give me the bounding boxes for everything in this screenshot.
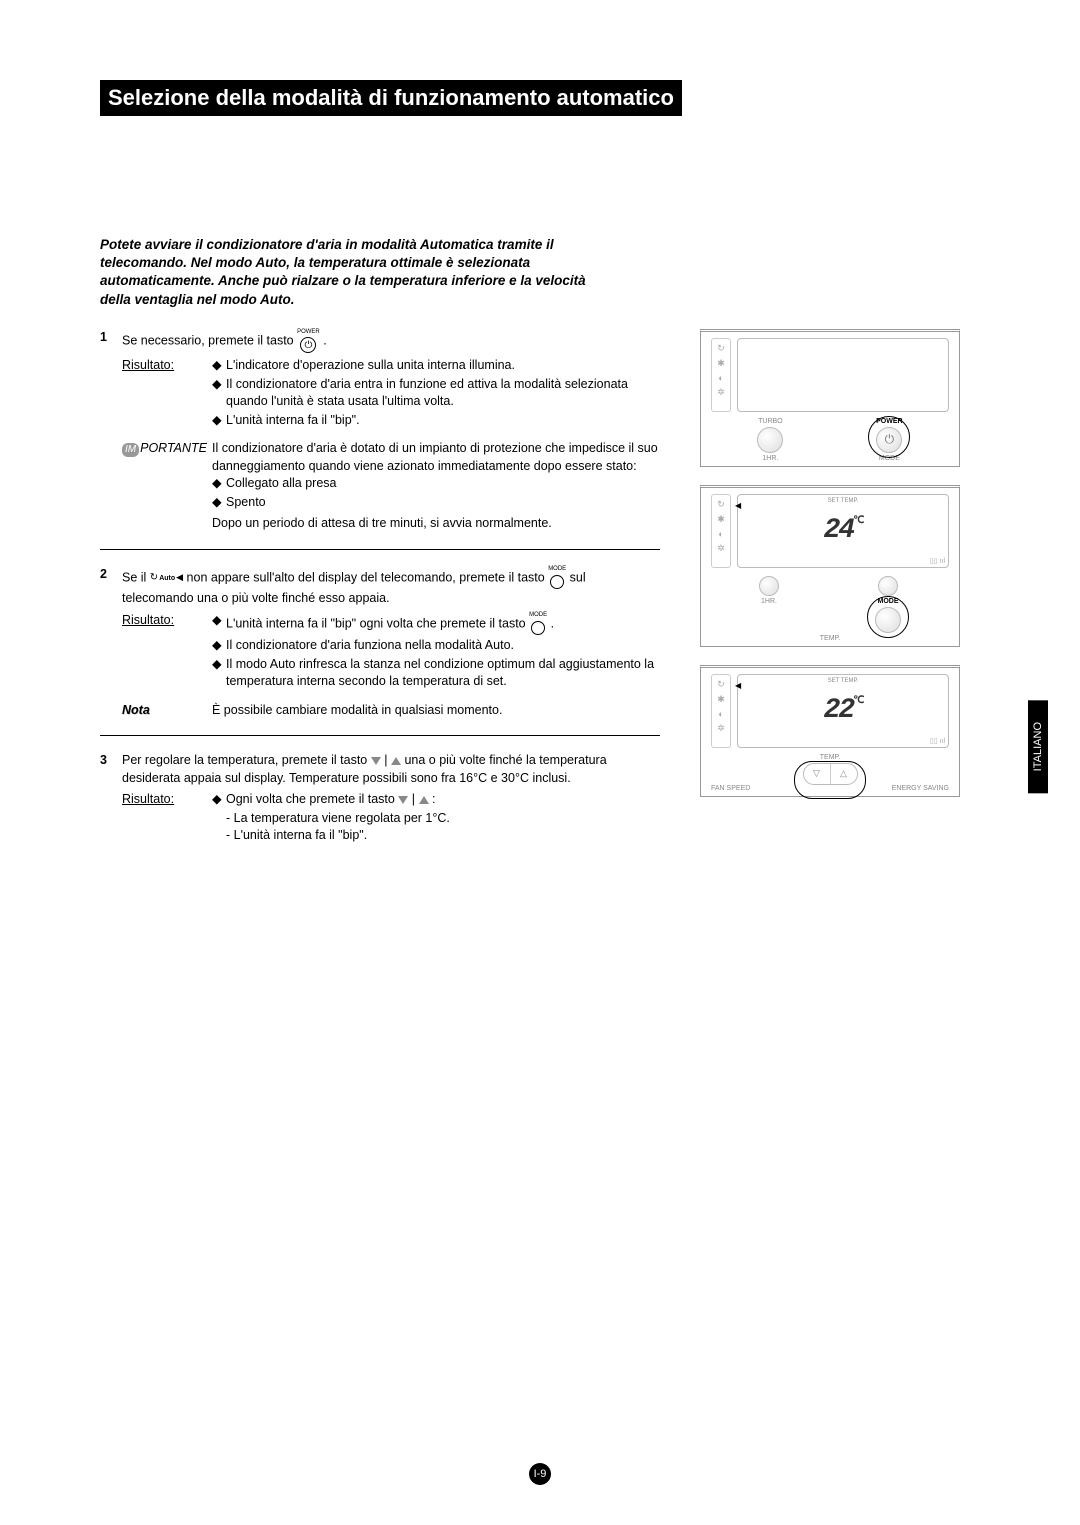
separator	[100, 735, 660, 736]
remote-button	[878, 576, 898, 596]
step-2-text-a: Se il	[122, 570, 150, 584]
down-triangle-icon	[371, 757, 381, 765]
temp-value: 24	[824, 515, 854, 546]
remote-figure-1: ↻ ✱ ◐ ✲ TURBO 1HR. POWER ⏻	[700, 329, 960, 467]
separator	[100, 549, 660, 550]
step-2-text-b: non appare sull'alto del display del tel…	[187, 570, 549, 584]
energy-saving-label: ENERGY SAVING	[892, 785, 949, 792]
lcd-display: ◀ SET TEMP. 24℃ ▯▯ ııl	[737, 494, 949, 568]
s1-result-2: Il condizionatore d'aria entra in funzio…	[226, 376, 660, 411]
up-triangle-icon	[419, 796, 429, 804]
risultato-label: Risultato:	[122, 612, 212, 692]
mode-strip: ↻ ✱ ◐ ✲	[711, 338, 731, 412]
imp-item-2: Spento	[226, 494, 266, 512]
mode-icon: MODE	[548, 566, 566, 591]
imp-item-1: Collegato alla presa	[226, 475, 337, 493]
arrow-left-icon: ◀	[735, 681, 741, 690]
set-temp-label: SET TEMP.	[828, 498, 859, 504]
dry-icon: ◐	[718, 373, 723, 383]
nota-label: Nota	[122, 702, 212, 720]
importante-text: Il condizionatore d'aria è dotato di un …	[212, 440, 660, 475]
step-1-text-b: .	[323, 333, 326, 347]
lcd-icons: ▯▯ ııl	[930, 557, 945, 565]
s1-result-3: L'unità interna fa il "bip".	[226, 412, 360, 430]
set-temp-label: SET TEMP.	[828, 678, 859, 684]
page-title: Selezione della modalità di funzionament…	[100, 80, 682, 116]
turbo-label: TURBO	[757, 418, 783, 425]
onehr-label: 1HR.	[757, 455, 783, 462]
step-3: 3 Per regolare la temperatura, premete i…	[100, 752, 660, 845]
temp-unit: ℃	[853, 516, 862, 527]
snow-icon: ✱	[717, 358, 725, 369]
onehr-label: 1HR.	[759, 598, 779, 605]
auto-mode-icon: Auto	[150, 571, 183, 585]
step-number: 3	[100, 752, 122, 845]
temp-label: TEMP.	[711, 635, 949, 642]
s3-rhead: Ogni volta che premete il tasto	[226, 792, 398, 806]
page-number: I-9	[529, 1463, 551, 1485]
step-3-text-a: Per regolare la temperatura, premete il …	[122, 753, 371, 767]
mode-icon: MODE	[529, 612, 547, 637]
temp-unit: ℃	[853, 696, 862, 707]
intro-paragraph: Potete avviare il condizionatore d'aria …	[100, 236, 620, 309]
step-number: 2	[100, 566, 122, 720]
s3-line-1: - La temperatura viene regolata per 1°C.	[226, 810, 660, 828]
importante-label: IMPORTANTE	[122, 440, 212, 533]
risultato-label: Risultato:	[122, 791, 212, 845]
step-2: 2 Se il Auto non appare sull'alto del di…	[100, 566, 660, 720]
lcd-icons: ▯▯ ııl	[930, 737, 945, 745]
auto-icon: ↻	[717, 343, 725, 354]
fan-speed-label: FAN SPEED	[711, 785, 750, 792]
instructions-column: 1 Se necessario, premete il tasto POWER …	[100, 329, 660, 845]
s2-result-1: L'unità interna fa il "bip" ogni volta c…	[226, 616, 529, 630]
lcd-display: ◀ SET TEMP. 22℃ ▯▯ ııl	[737, 674, 949, 748]
figures-column: ↻ ✱ ◐ ✲ TURBO 1HR. POWER ⏻	[700, 329, 960, 815]
arrow-left-icon: ◀	[735, 501, 741, 510]
highlight-ring-icon	[867, 596, 909, 638]
lcd-display	[737, 338, 949, 412]
turbo-button	[757, 427, 783, 453]
remote-button	[759, 576, 779, 596]
importante-after: Dopo un periodo di attesa di tre minuti,…	[212, 515, 660, 533]
s2-result-2: Il condizionatore d'aria funziona nella …	[226, 637, 514, 655]
temp-label: TEMP.	[711, 754, 949, 761]
nota-text: È possibile cambiare modalità in qualsia…	[212, 702, 660, 720]
risultato-label: Risultato:	[122, 357, 212, 430]
highlight-ring-icon	[868, 416, 910, 458]
s2-result-1-end: .	[551, 616, 554, 630]
s1-result-1: L'indicatore d'operazione sulla unita in…	[226, 357, 515, 375]
language-tab: ITALIANO	[1028, 700, 1048, 793]
highlight-ring-icon	[794, 761, 866, 799]
mode-strip: ↻✱◐✲	[711, 494, 731, 568]
power-icon: POWER	[297, 329, 320, 354]
s3-line-2: - L'unità interna fa il "bip".	[226, 827, 660, 845]
s3-rhead-end: :	[432, 792, 435, 806]
step-1-text-a: Se necessario, premete il tasto	[122, 333, 297, 347]
step-number: 1	[100, 329, 122, 533]
s2-result-3: Il modo Auto rinfresca la stanza nel con…	[226, 656, 660, 691]
remote-figure-3: ↻✱◐✲ ◀ SET TEMP. 22℃ ▯▯ ııl TEMP. ▽ △	[700, 665, 960, 797]
fan-icon: ✲	[717, 387, 725, 398]
step-1: 1 Se necessario, premete il tasto POWER …	[100, 329, 660, 533]
pipe: |	[384, 753, 391, 767]
down-triangle-icon	[398, 796, 408, 804]
temp-value: 22	[824, 695, 854, 726]
remote-figure-2: ↻✱◐✲ ◀ SET TEMP. 24℃ ▯▯ ııl 1HR.	[700, 485, 960, 647]
up-triangle-icon	[391, 757, 401, 765]
mode-strip: ↻✱◐✲	[711, 674, 731, 748]
